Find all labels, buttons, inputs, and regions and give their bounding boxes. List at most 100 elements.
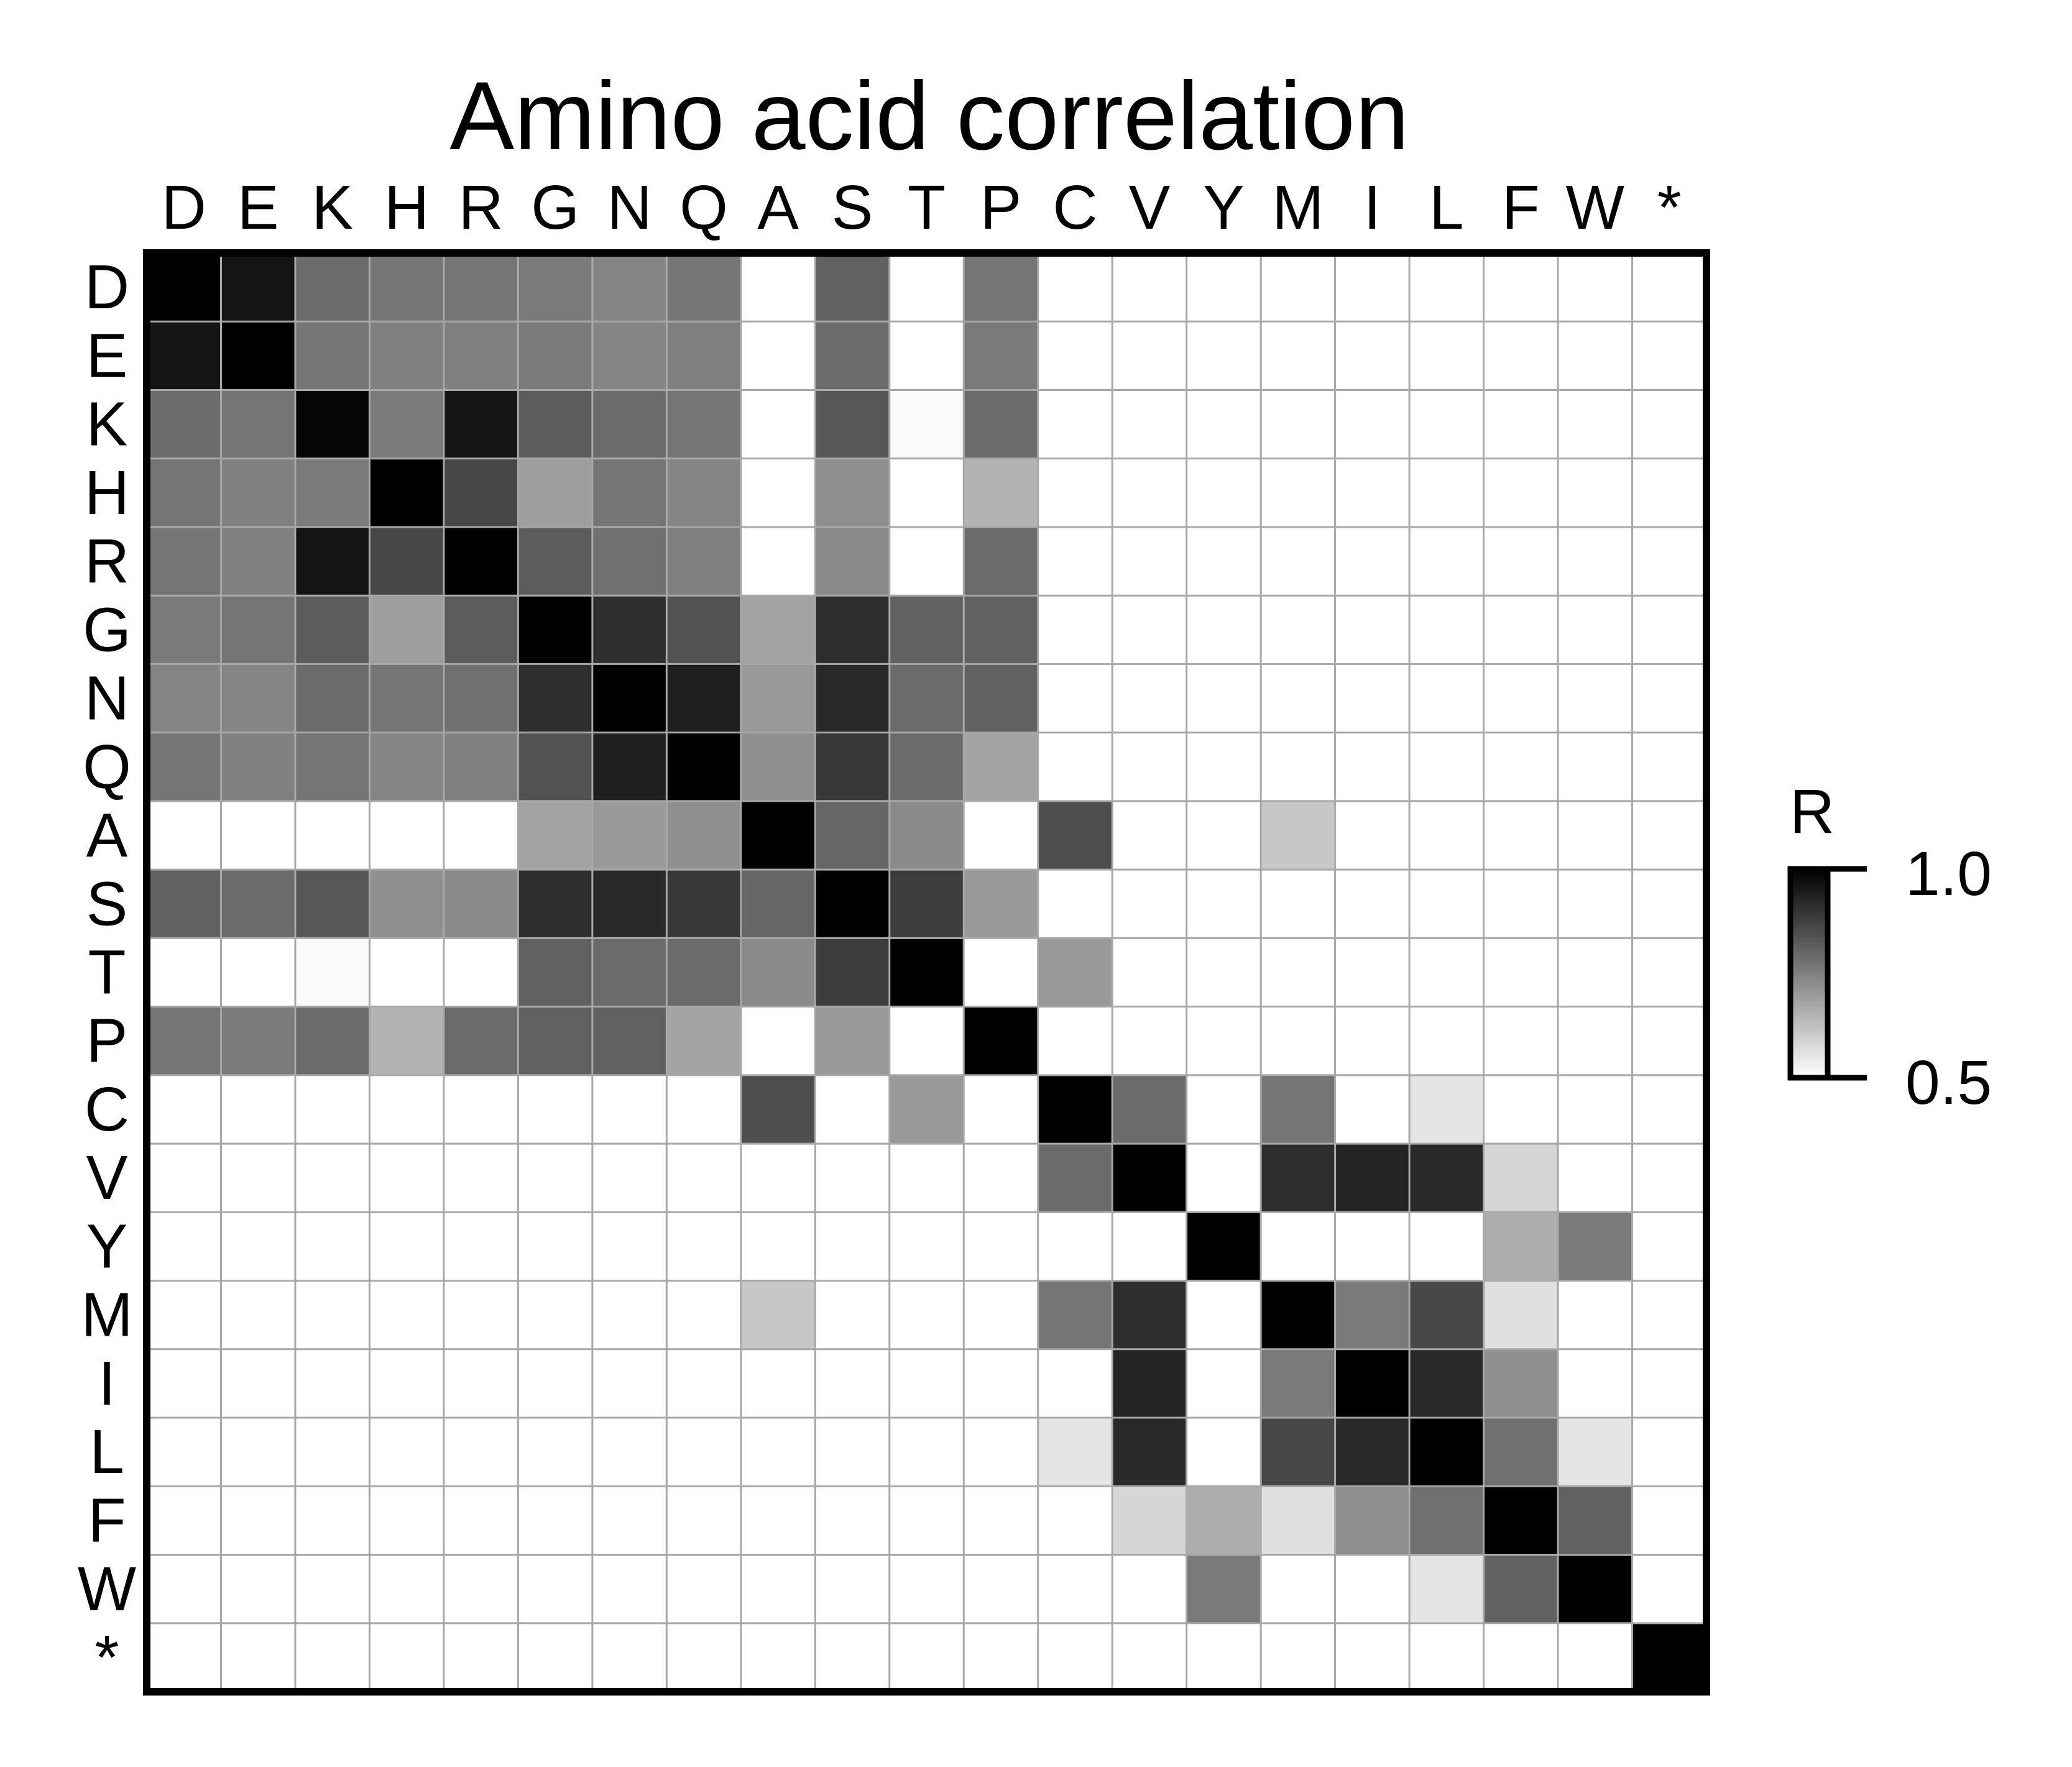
heatmap-cell-Q-M	[1261, 732, 1336, 802]
heatmap-cell-F-K	[295, 1486, 370, 1556]
heatmap-cell-E-V	[1112, 321, 1187, 390]
column-label: Q	[679, 173, 728, 242]
heatmap-cell-W-A	[740, 1554, 816, 1624]
heatmap-cell-E-W	[1558, 321, 1633, 390]
heatmap-cell-D-L	[1409, 253, 1485, 322]
heatmap-cell-V-G	[518, 1144, 593, 1213]
heatmap-cell-*-Q	[666, 1623, 742, 1692]
heatmap-cell-D-S	[815, 253, 890, 322]
heatmap-cell-T-Y	[1186, 938, 1261, 1007]
heatmap-cell-F-D	[147, 1486, 221, 1556]
heatmap-cell-M-N	[592, 1280, 667, 1350]
heatmap-cell-T-D	[147, 938, 221, 1007]
heatmap-cell-E-I	[1335, 321, 1410, 390]
heatmap-cell-G-F	[1483, 595, 1559, 664]
heatmap-cell-C-E	[221, 1075, 296, 1144]
heatmap-cell-G-D	[147, 595, 221, 664]
heatmap-cell-N-V	[1112, 664, 1187, 733]
heatmap-cell-*-E	[221, 1623, 296, 1692]
heatmap-cell-P-P	[964, 1006, 1039, 1076]
heatmap-cell-V-K	[295, 1144, 370, 1213]
heatmap-cell-L-L	[1409, 1418, 1485, 1487]
heatmap-cell-G-W	[1558, 595, 1633, 664]
heatmap-cell-R-R	[443, 526, 518, 596]
heatmap-cell-*-Y	[1186, 1623, 1261, 1692]
row-label: N	[85, 664, 129, 733]
heatmap-cell-S-A	[740, 870, 816, 939]
row-label: Q	[83, 732, 131, 802]
row-label: P	[86, 1006, 128, 1076]
heatmap-cell-A-P	[964, 801, 1039, 870]
heatmap-cell-T-P	[964, 938, 1039, 1007]
heatmap-cell-H-K	[295, 458, 370, 528]
heatmap-cell-F-Y	[1186, 1486, 1261, 1556]
heatmap-cell-H-W	[1558, 458, 1633, 528]
heatmap-cell-D-K	[295, 253, 370, 322]
heatmap-cell-Y-K	[295, 1212, 370, 1282]
heatmap-cell-M-P	[964, 1280, 1039, 1350]
heatmap-cell-M-H	[369, 1280, 444, 1350]
heatmap-cell-F-A	[740, 1486, 816, 1556]
heatmap-cell-C-T	[889, 1075, 964, 1144]
heatmap-cell-G-P	[964, 595, 1039, 664]
heatmap-cell-A-F	[1483, 801, 1559, 870]
heatmap-cell-I-G	[518, 1349, 593, 1418]
column-label: Y	[1203, 173, 1245, 242]
heatmap-cell-I-C	[1038, 1349, 1113, 1418]
heatmap-cells	[147, 253, 1707, 1692]
column-label: P	[980, 173, 1022, 242]
column-label: E	[237, 173, 279, 242]
heatmap-cell-*-R	[443, 1623, 518, 1692]
heatmap-cell-W-W	[1558, 1554, 1633, 1624]
heatmap-cell-A-*	[1632, 801, 1707, 870]
heatmap-cell-M-R	[443, 1280, 518, 1350]
column-label: C	[1052, 173, 1097, 242]
heatmap-cell-I-F	[1483, 1349, 1559, 1418]
heatmap-cell-S-C	[1038, 870, 1113, 939]
heatmap-cell-D-N	[592, 253, 667, 322]
heatmap-cell-T-I	[1335, 938, 1410, 1007]
heatmap-cell-S-L	[1409, 870, 1485, 939]
heatmap-cell-D-R	[443, 253, 518, 322]
heatmap-cell-I-A	[740, 1349, 816, 1418]
heatmap-cell-D-W	[1558, 253, 1633, 322]
heatmap-cell-A-W	[1558, 801, 1633, 870]
heatmap-cell-W-K	[295, 1554, 370, 1624]
heatmap-cell-W-P	[964, 1554, 1039, 1624]
heatmap-cell-K-H	[369, 390, 444, 459]
heatmap-cell-Q-A	[740, 732, 816, 802]
heatmap-cell-K-P	[964, 390, 1039, 459]
heatmap-cell-T-N	[592, 938, 667, 1007]
heatmap-cell-T-Q	[666, 938, 742, 1007]
row-label: H	[85, 458, 129, 528]
heatmap-cell-A-V	[1112, 801, 1187, 870]
heatmap-cell-T-S	[815, 938, 890, 1007]
heatmap-cell-Q-*	[1632, 732, 1707, 802]
heatmap-cell-R-L	[1409, 526, 1485, 596]
heatmap-cell-Q-L	[1409, 732, 1485, 802]
heatmap-cell-D-*	[1632, 253, 1707, 322]
heatmap-cell-N-S	[815, 664, 890, 733]
heatmap-cell-Q-E	[221, 732, 296, 802]
heatmap-cell-R-Y	[1186, 526, 1261, 596]
column-label: N	[607, 173, 652, 242]
heatmap-cell-E-Q	[666, 321, 742, 390]
heatmap-cell-P-N	[592, 1006, 667, 1076]
heatmap-cell-A-Q	[666, 801, 742, 870]
heatmap-cell-T-R	[443, 938, 518, 1007]
heatmap-cell-C-L	[1409, 1075, 1485, 1144]
heatmap-cell-C-K	[295, 1075, 370, 1144]
heatmap-cell-N-Q	[666, 664, 742, 733]
heatmap-cell-V-P	[964, 1144, 1039, 1213]
heatmap-cell-S-*	[1632, 870, 1707, 939]
heatmap-cell-Y-P	[964, 1212, 1039, 1282]
heatmap-cell-A-I	[1335, 801, 1410, 870]
heatmap-cell-*-P	[964, 1623, 1039, 1692]
heatmap-cell-R-T	[889, 526, 964, 596]
colorbar-title: R	[1790, 777, 1835, 847]
heatmap-cell-I-I	[1335, 1349, 1410, 1418]
heatmap-cell-C-A	[740, 1075, 816, 1144]
heatmap-cell-H-Q	[666, 458, 742, 528]
heatmap-cell-G-Q	[666, 595, 742, 664]
